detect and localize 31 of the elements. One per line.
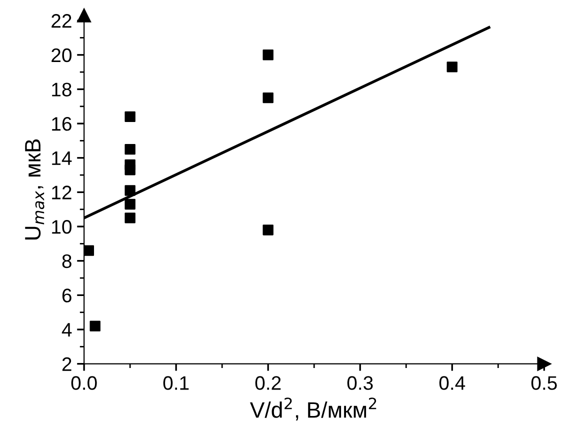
y-tick-label: 14	[52, 152, 72, 165]
y-tick-label: 12	[52, 186, 72, 200]
point	[90, 320, 100, 332]
y-tick-label: 10	[52, 220, 72, 234]
x-tick-label: 0.2	[255, 376, 281, 390]
point	[124, 164, 136, 176]
y-tick-label: 18	[52, 82, 72, 96]
point	[84, 245, 94, 256]
point	[446, 62, 458, 72]
x-tick-label: 0.3	[347, 376, 373, 390]
point	[124, 212, 136, 224]
point	[124, 144, 136, 155]
point	[262, 224, 274, 236]
point	[124, 185, 136, 196]
x-tick-label: 0.5	[531, 376, 557, 390]
point	[262, 92, 274, 104]
x-tick-label: 0.4	[439, 376, 466, 390]
point	[124, 111, 136, 122]
x-axis-title: V/d$^{2}$, В/мкм$^{2}$	[250, 398, 376, 420]
x-tick-label: 0.0	[71, 376, 97, 390]
point	[262, 50, 274, 60]
y-tick-label: 6	[62, 288, 72, 302]
y-tick-label: 22	[52, 14, 72, 28]
x-tick-label: 0.1	[163, 376, 189, 390]
y-axis-title: U$_{max}$, мкВ	[25, 139, 44, 240]
point	[124, 198, 136, 210]
y-tick-label: 2	[62, 357, 72, 371]
y-tick-label: 4	[62, 323, 72, 337]
y-tick-label: 16	[52, 117, 72, 131]
y-tick-label: 20	[52, 48, 72, 62]
y-tick-label: 8	[62, 254, 72, 268]
